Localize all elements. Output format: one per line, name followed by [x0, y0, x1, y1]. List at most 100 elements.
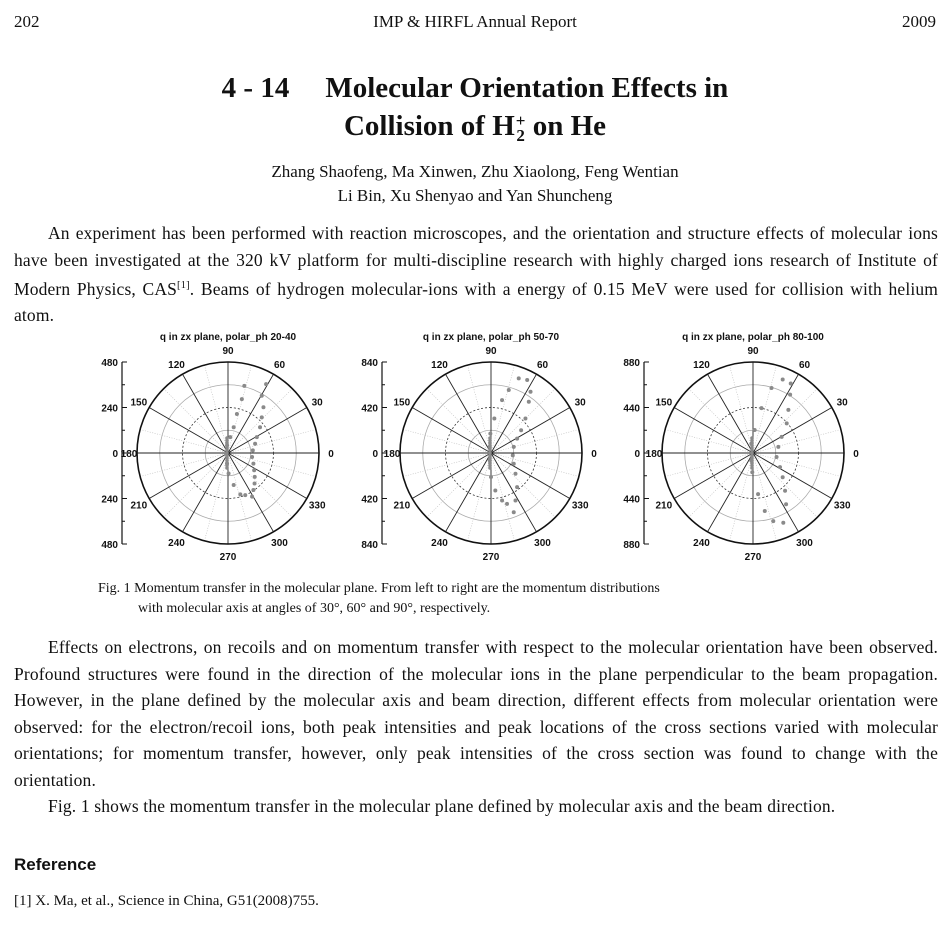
angle-tick-label: 300: [796, 538, 813, 549]
data-point: [259, 393, 264, 398]
data-point: [252, 468, 257, 473]
data-point: [250, 494, 255, 499]
data-point: [511, 510, 516, 515]
data-point: [488, 458, 492, 463]
data-point: [526, 399, 531, 404]
data-point: [261, 405, 266, 410]
data-point: [750, 461, 754, 465]
angle-tick-label: 90: [485, 346, 497, 357]
data-point: [251, 487, 256, 492]
radial-tick-label: 420: [361, 404, 378, 415]
data-point: [231, 483, 236, 488]
data-point: [488, 443, 492, 448]
outer-circle: [399, 361, 583, 545]
data-point: [488, 431, 493, 436]
grid-spoke: [163, 452, 229, 518]
outer-circle: [661, 361, 845, 545]
angle-tick-label: 210: [655, 501, 672, 512]
outer-circle: [136, 361, 320, 545]
data-point: [788, 392, 793, 397]
data-point: [253, 441, 258, 446]
grid-spoke: [403, 452, 492, 477]
data-point: [780, 377, 785, 382]
data-point: [523, 416, 528, 421]
radial-tick-label: 480: [101, 358, 118, 369]
running-header: IMP & HIRFL Annual Report: [373, 12, 577, 31]
angle-tick-label: 120: [431, 360, 448, 371]
radial-tick-label: 0: [634, 449, 640, 460]
data-point: [225, 453, 229, 458]
data-point: [250, 448, 255, 453]
header-year: 2009: [902, 12, 936, 31]
angle-tick-label: 60: [537, 360, 549, 371]
data-point: [750, 451, 754, 455]
data-point: [225, 448, 229, 453]
grid-spoke: [490, 452, 579, 477]
angle-tick-label: 30: [837, 398, 849, 409]
data-point: [774, 455, 779, 460]
radial-tick-label: 440: [623, 404, 640, 415]
data-point: [488, 466, 492, 470]
angle-tick-label: 150: [130, 398, 147, 409]
data-point: [225, 461, 229, 465]
data-point: [488, 453, 492, 458]
data-point: [784, 502, 789, 507]
grid-spoke: [752, 452, 818, 518]
polar-plot-80-100: q in zx plane, polar_ph 80-100 0 30 60 90 120…: [623, 332, 859, 560]
grid-spoke: [688, 388, 754, 454]
radial-tick-label: 440: [623, 495, 640, 506]
data-point: [777, 465, 782, 470]
data-point: [259, 415, 264, 420]
data-point: [488, 446, 492, 450]
chart-title: q in zx plane, polar_ph 20-40: [160, 332, 297, 343]
data-point: [243, 493, 248, 498]
angle-tick-label: 180: [646, 449, 663, 460]
radial-tick-label: 240: [101, 404, 118, 415]
data-point: [488, 448, 492, 453]
angle-tick-label: 30: [575, 398, 587, 409]
grid-spoke: [467, 452, 492, 541]
grid-spoke: [688, 452, 754, 518]
grid-spoke: [227, 452, 252, 541]
data-point: [226, 471, 231, 476]
angle-tick-label: 90: [222, 346, 234, 357]
authors-line1: Zhang Shaofeng, Ma Xinwen, Zhu Xiaolong,…: [271, 162, 679, 181]
grid-spoke: [665, 429, 754, 454]
data-point: [252, 474, 257, 479]
data-point: [776, 444, 781, 449]
data-point: [750, 466, 754, 470]
data-point: [513, 498, 518, 503]
citation: [1]: [177, 280, 190, 291]
data-point: [264, 382, 269, 387]
data-point: [225, 446, 229, 450]
data-point: [750, 463, 754, 468]
chart-title: q in zx plane, polar_ph 50-70: [423, 332, 560, 343]
data-point: [489, 475, 493, 480]
data-point: [488, 456, 492, 460]
data-point: [231, 425, 236, 430]
data-point: [251, 461, 256, 466]
grid-spoke: [467, 365, 492, 454]
data-point: [225, 438, 229, 443]
grid-spoke: [729, 365, 754, 454]
angle-tick-label: 300: [271, 538, 288, 549]
data-point: [750, 456, 754, 460]
grid-spoke: [204, 452, 229, 541]
radial-tick-label: 240: [101, 495, 118, 506]
radial-tick-label: 480: [101, 540, 118, 551]
grid-spoke: [752, 452, 777, 541]
data-point: [488, 451, 492, 455]
grid-spoke: [204, 365, 229, 454]
data-point: [225, 463, 229, 468]
grid-spoke: [227, 452, 316, 477]
data-point: [750, 436, 754, 440]
angle-tick-label: 150: [655, 398, 672, 409]
data-point: [488, 441, 492, 445]
data-point: [750, 453, 754, 458]
data-point: [783, 488, 788, 493]
angle-tick-label: 180: [121, 449, 138, 460]
grid-spoke: [227, 365, 252, 454]
radial-tick-label: 880: [623, 358, 640, 369]
data-point: [516, 376, 521, 381]
